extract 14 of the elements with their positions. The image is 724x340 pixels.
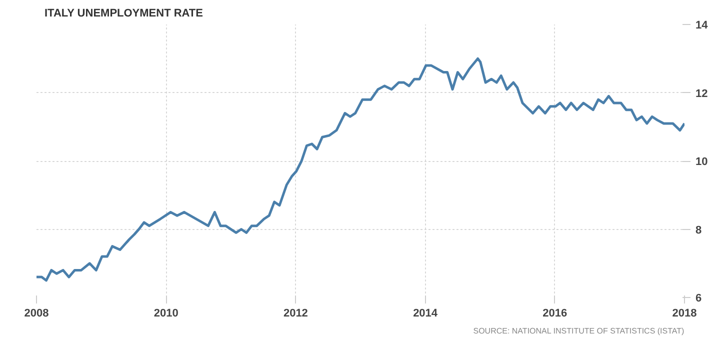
x-tick-label: 2010 (154, 308, 178, 320)
x-tick-label: 2012 (283, 308, 308, 320)
x-tick-label: 2018 (672, 308, 697, 320)
source-note: SOURCE: NATIONAL INSTITUTE OF STATISTICS (ISTAT) (473, 326, 685, 336)
y-tick-label: 14 (696, 20, 709, 32)
x-tick-label: 2008 (24, 308, 49, 320)
y-tick-label: 6 (696, 292, 702, 304)
y-tick-label: 8 (696, 224, 702, 236)
x-tick-label: 2016 (542, 308, 568, 320)
x-tick-label: 2014 (413, 308, 438, 320)
y-tick-label: 10 (696, 156, 708, 168)
chart-title: ITALY UNEMPLOYMENT RATE (44, 8, 203, 20)
y-tick-label: 12 (696, 88, 708, 100)
line-series (36, 57, 684, 282)
